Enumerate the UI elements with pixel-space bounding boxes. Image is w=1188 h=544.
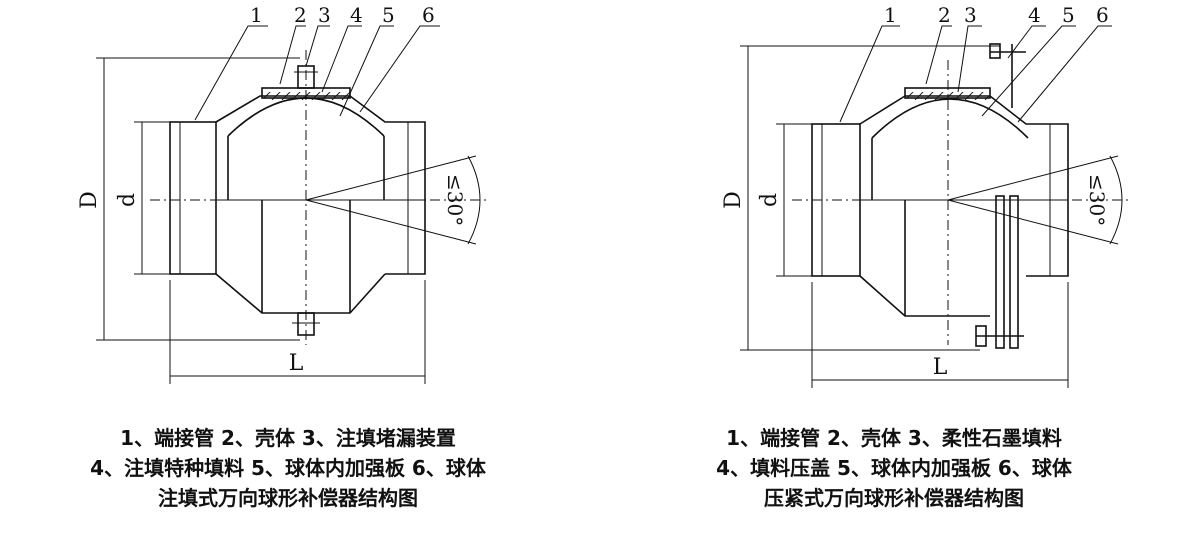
right-compensator-drawing: ≤30° D d L 1 2 3 4 5 6: [721, 3, 1130, 388]
left-legend: 1、端接管 2、壳体 3、注填堵漏装置 4、注填特种填料 5、球体内加强板 6、…: [8, 423, 568, 513]
left-angle-label: ≤30°: [443, 174, 467, 226]
left-part-label-5: 5: [382, 3, 395, 27]
left-part-label-3: 3: [318, 3, 331, 27]
left-legend-line-2: 4、注填特种填料 5、球体内加强板 6、球体: [90, 456, 486, 480]
right-part-label-1: 1: [884, 3, 897, 27]
left-part-label-1: 1: [250, 3, 263, 27]
right-dim-L: L: [933, 355, 948, 380]
right-part-label-2: 2: [938, 3, 951, 27]
right-legend-line-2: 4、填料压盖 5、球体内加强板 6、球体: [716, 456, 1072, 480]
left-part-label-4: 4: [350, 3, 363, 27]
drawing-canvas: ≤30° D d L 1 2 3 4 5 6: [77, 3, 1130, 388]
right-part-label-5: 5: [1062, 3, 1075, 27]
left-part-label-2: 2: [294, 3, 307, 27]
left-figure-title: 注填式万向球形补偿器结构图: [158, 486, 418, 510]
right-legend-line-1: 1、端接管 2、壳体 3、柔性石墨填料: [726, 426, 1062, 450]
right-part-label-4: 4: [1028, 3, 1041, 27]
left-dim-L: L: [289, 351, 304, 376]
right-dim-d: d: [757, 193, 782, 207]
left-legend-line-1: 1、端接管 2、壳体 3、注填堵漏装置: [120, 426, 456, 450]
right-figure-title: 压紧式万向球形补偿器结构图: [764, 486, 1024, 510]
right-angle-label: ≤30°: [1085, 174, 1109, 226]
left-dim-d: d: [115, 193, 140, 207]
left-dim-D: D: [77, 191, 102, 209]
right-dim-D: D: [721, 191, 746, 209]
left-part-label-6: 6: [422, 3, 435, 27]
right-part-label-6: 6: [1096, 3, 1109, 27]
right-legend: 1、端接管 2、壳体 3、柔性石墨填料 4、填料压盖 5、球体内加强板 6、球体…: [614, 423, 1174, 513]
left-compensator-drawing: ≤30° D d L 1 2 3 4 5 6: [77, 3, 490, 384]
right-part-label-3: 3: [964, 3, 977, 27]
